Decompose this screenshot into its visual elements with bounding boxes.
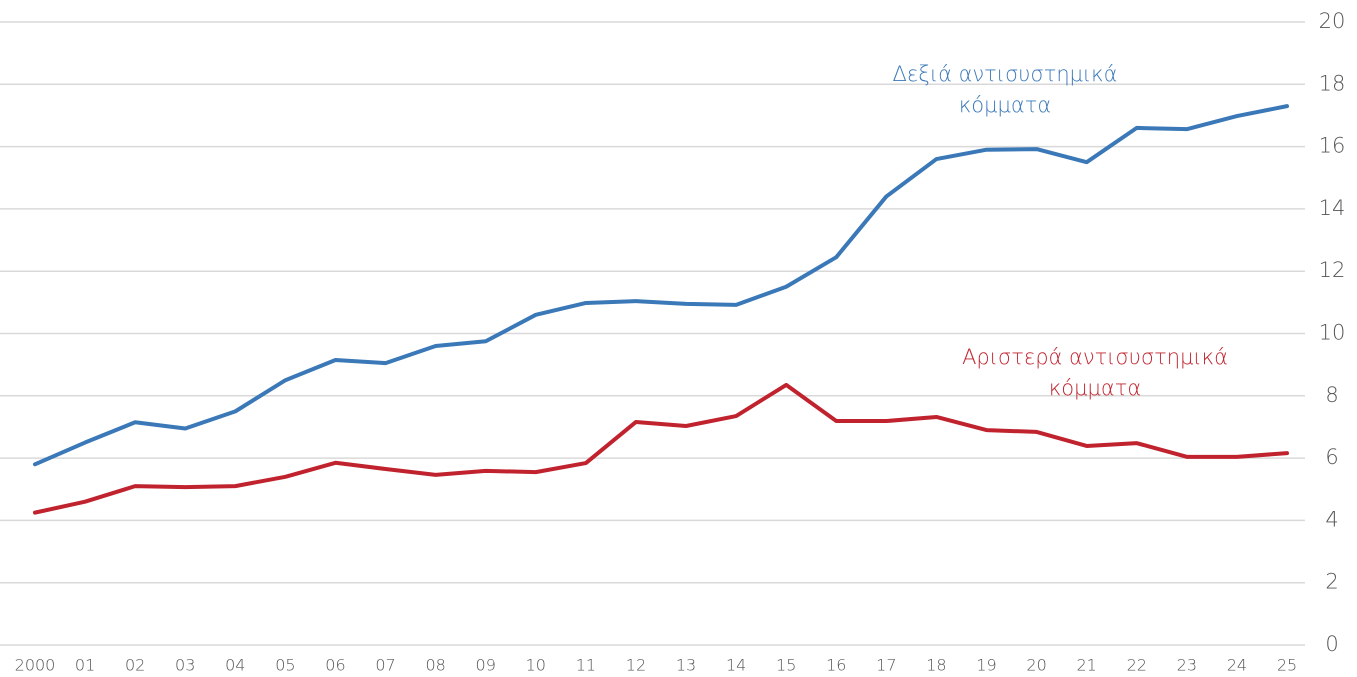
y-tick-label: 14 xyxy=(1319,196,1346,220)
x-tick-label: 03 xyxy=(175,656,195,675)
series-line xyxy=(33,382,1289,515)
x-tick-label: 14 xyxy=(726,656,746,675)
x-tick-label: 18 xyxy=(926,656,946,675)
x-tick-label: 02 xyxy=(125,656,145,675)
x-tick-label: 06 xyxy=(325,656,345,675)
y-tick-label: 12 xyxy=(1319,258,1346,282)
x-tick-label: 07 xyxy=(375,656,395,675)
y-tick-label: 10 xyxy=(1319,321,1346,345)
x-tick-label: 11 xyxy=(576,656,596,675)
y-tick-label: 8 xyxy=(1325,383,1338,407)
x-tick-label: 17 xyxy=(876,656,896,675)
x-tick-label: 01 xyxy=(75,656,95,675)
x-tick-label: 19 xyxy=(976,656,996,675)
x-tick-label: 15 xyxy=(776,656,796,675)
series-label: Δεξιά αντισυστημικά κόμματα xyxy=(893,62,1118,117)
x-tick-label: 05 xyxy=(275,656,295,675)
x-tick-label: 10 xyxy=(526,656,546,675)
x-tick-label: 13 xyxy=(676,656,696,675)
y-tick-label: 6 xyxy=(1325,445,1338,469)
y-tick-label: 18 xyxy=(1319,71,1346,95)
series-line xyxy=(33,104,1289,467)
x-tick-label: 09 xyxy=(476,656,496,675)
y-tick-label: 0 xyxy=(1325,632,1338,656)
x-tick-label: 23 xyxy=(1177,656,1197,675)
x-tick-label: 24 xyxy=(1227,656,1247,675)
x-tick-label: 2000 xyxy=(15,656,56,675)
x-tick-label: 08 xyxy=(425,656,445,675)
x-tick-label: 22 xyxy=(1127,656,1147,675)
y-tick-label: 20 xyxy=(1319,9,1346,33)
y-tick-label: 16 xyxy=(1319,134,1346,158)
y-tick-label: 2 xyxy=(1325,570,1338,594)
x-tick-label: 21 xyxy=(1077,656,1097,675)
x-tick-label: 12 xyxy=(626,656,646,675)
series-label: Αριστερά αντισυστημικά κόμματα xyxy=(962,345,1228,400)
x-tick-label: 25 xyxy=(1277,656,1297,675)
x-tick-label: 16 xyxy=(826,656,846,675)
x-tick-label: 20 xyxy=(1026,656,1046,675)
x-tick-label: 04 xyxy=(225,656,245,675)
y-tick-label: 4 xyxy=(1325,507,1338,531)
